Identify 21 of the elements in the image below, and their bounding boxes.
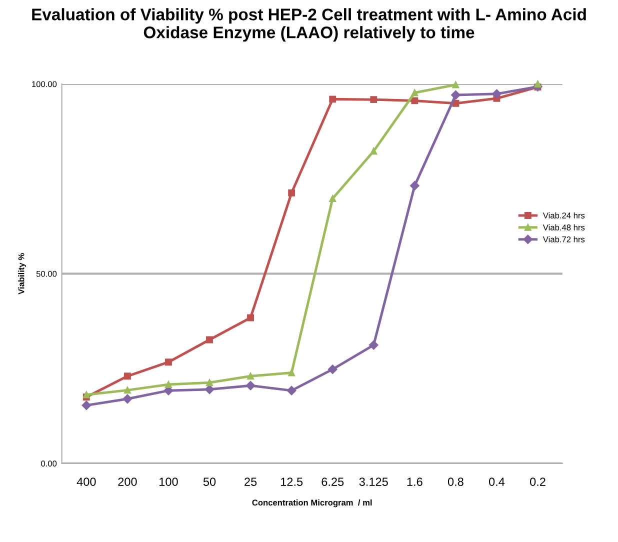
x-axis-title: Concentration Microgram / ml	[252, 499, 372, 508]
legend-label: Viab.24 hrs	[542, 212, 585, 218]
x-tick-label: 12.5	[280, 478, 303, 486]
chart-title: Evaluation of Viability % post HEP-2 Cell treatment with L- Amino Acid Oxidase Enzyme (LAAO) relatively to time	[32, 8, 586, 42]
x-tick-label: 0.2	[530, 478, 546, 486]
x-tick-label: 0.8	[448, 478, 464, 486]
legend-label: Viab.72 hrs	[542, 236, 585, 242]
x-tick-label: 200	[118, 478, 137, 486]
y-tick-label: 100.00	[32, 81, 57, 88]
x-tick-label: 3.125	[359, 478, 388, 486]
y-tick-label: 0.00	[41, 460, 57, 467]
y-axis-title: Viability %	[18, 253, 26, 294]
x-tick-label: 6.25	[322, 478, 344, 486]
x-tick-label: 50	[203, 478, 216, 486]
x-tick-label: 400	[76, 478, 96, 486]
y-tick-label: 50.00	[36, 270, 57, 277]
x-tick-label: 0.4	[488, 478, 505, 486]
x-tick-label: 100	[160, 478, 178, 486]
legend-label: Viab.48 hrs	[542, 224, 585, 230]
x-tick-label: 1.6	[407, 478, 422, 486]
x-tick-label: 25	[244, 478, 257, 486]
